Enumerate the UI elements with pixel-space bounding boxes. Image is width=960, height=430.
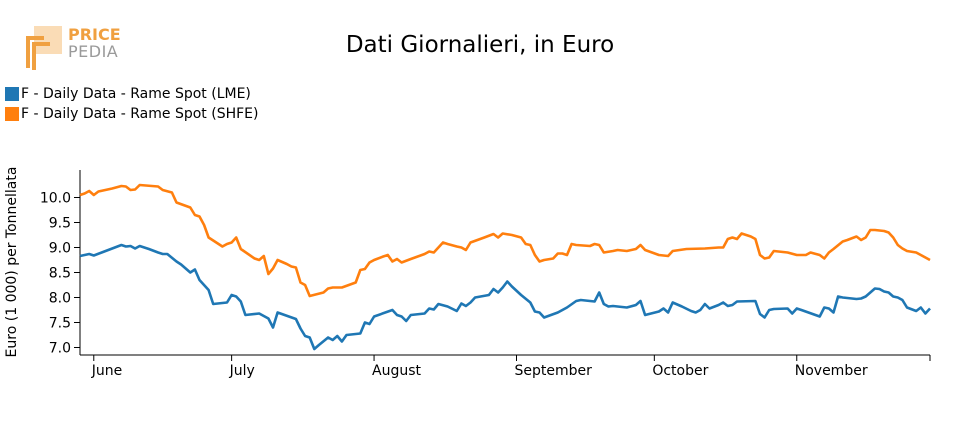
x-tick-label: June: [91, 363, 123, 379]
y-tick-label: 7.0: [49, 341, 71, 357]
y-tick-label: 9.0: [49, 241, 71, 257]
logo-word-pedia: PEDIA: [68, 42, 119, 61]
y-tick: 8.0: [49, 291, 80, 307]
x-tick: August: [372, 355, 422, 379]
x-tick: October: [652, 355, 709, 379]
x-tick: June: [91, 355, 123, 379]
y-tick-label: 8.0: [49, 291, 71, 307]
y-tick: 7.5: [49, 316, 80, 332]
x-tick: November: [795, 355, 868, 379]
y-tick: 7.0: [49, 341, 80, 357]
pricepedia-logo-mark: [26, 26, 62, 70]
y-tick: 9.5: [49, 216, 80, 232]
y-tick-label: 9.5: [49, 216, 71, 232]
legend-item-shfe[interactable]: F - Daily Data - Rame Spot (SHFE): [5, 104, 258, 124]
legend-item-lme[interactable]: F - Daily Data - Rame Spot (LME): [5, 84, 258, 104]
legend-label-shfe: F - Daily Data - Rame Spot (SHFE): [21, 106, 259, 122]
legend-swatch-lme: [5, 87, 19, 101]
y-tick: 10.0: [40, 191, 80, 207]
y-axis-label: Euro (1 000) per Tonnellata: [4, 167, 20, 358]
y-tick: 8.5: [49, 266, 80, 282]
x-tick-label: November: [795, 363, 868, 379]
y-axis: 7.0 7.5 8.0 8.5 9.0 9.5 10.0: [40, 170, 81, 357]
pricepedia-logo: PRICE PEDIA: [20, 24, 130, 74]
series-layer: [79, 183, 931, 351]
y-tick: 9.0: [49, 241, 80, 257]
series-line-lme: [79, 243, 931, 351]
y-tick-label: 8.5: [49, 266, 71, 282]
logo-word-price: PRICE: [68, 25, 121, 44]
x-tick-label: July: [229, 363, 255, 379]
x-tick: July: [229, 355, 255, 379]
x-tick-label: September: [514, 363, 592, 379]
x-tick-label: August: [372, 363, 422, 379]
chart-title: Dati Giornalieri, in Euro: [345, 32, 615, 58]
series-line-shfe: [79, 183, 931, 298]
x-tick: September: [514, 355, 592, 379]
y-tick-label: 10.0: [40, 191, 71, 207]
y-tick-label: 7.5: [49, 316, 71, 332]
x-tick-label: October: [652, 363, 708, 379]
legend-swatch-shfe: [5, 107, 19, 121]
legend-label-lme: F - Daily Data - Rame Spot (LME): [21, 86, 251, 102]
legend: F - Daily Data - Rame Spot (LME) F - Dai…: [5, 84, 258, 124]
x-axis: June July August September October November: [80, 354, 931, 379]
